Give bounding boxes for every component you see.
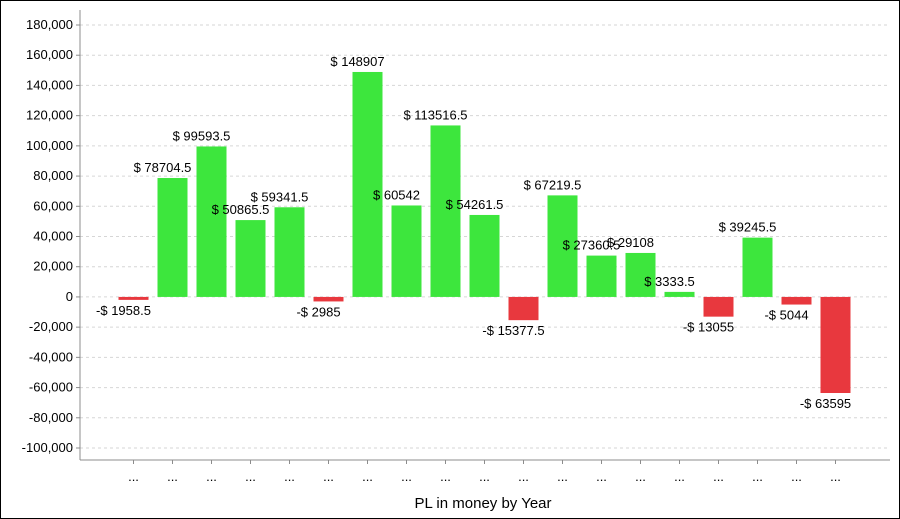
x-tick-label: ... [830,469,841,484]
data-label: -$ 2985 [296,304,340,319]
bars [118,71,851,394]
x-tick-label: ... [752,469,763,484]
bar [430,125,461,297]
x-tick-label: ... [518,469,529,484]
bar [313,296,344,302]
bar [157,178,188,297]
bar [235,220,266,297]
data-label: $ 60542 [373,187,420,202]
x-tick-labels: ........................................… [128,460,841,484]
x-tick-label: ... [284,469,295,484]
y-tick-label: 0 [66,289,73,304]
bar [196,146,227,297]
x-tick-label: ... [635,469,646,484]
x-tick-label: ... [674,469,685,484]
data-label: $ 99593.5 [173,128,231,143]
data-label: $ 39245.5 [719,220,777,235]
data-label: $ 59341.5 [251,189,309,204]
bar [625,252,656,297]
bar [586,255,617,297]
data-label: $ 29108 [607,235,654,250]
y-tick-label: -40,000 [29,349,73,364]
x-tick-label: ... [791,469,802,484]
bar [820,296,851,394]
y-tick-label: -20,000 [29,319,73,334]
y-tick-label: 160,000 [26,47,73,62]
bar [469,214,500,297]
data-labels: -$ 1958.5 $ 78704.5 $ 99593.5 $ 50865.5$ 59… [96,54,851,411]
x-tick-label: ... [479,469,490,484]
bar [391,205,422,297]
x-tick-label: ... [362,469,373,484]
data-label: -$ 1958.5 [96,303,151,318]
data-label: $ 148907 [330,54,384,69]
data-label: -$ 5044 [764,308,808,323]
data-label: -$ 13055 [683,320,734,335]
x-tick-label: ... [557,469,568,484]
x-axis-label: PL in money by Year [414,495,551,512]
data-label: $ 50865.5 [212,202,270,217]
y-tick-label: -60,000 [29,380,73,395]
y-tick-label: -80,000 [29,410,73,425]
x-tick-label: ... [323,469,334,484]
bar [742,237,773,297]
y-tick-label: 120,000 [26,108,73,123]
data-label: -$ 63595 [800,396,851,411]
data-label: $ 113516.5 [403,107,467,122]
y-tick-label: 40,000 [33,229,73,244]
x-tick-label: ... [167,469,178,484]
data-label: $ 3333.5 [644,274,695,289]
bar [547,195,578,297]
y-tick-label: -100,000 [22,440,73,455]
data-label: $ 78704.5 [134,160,192,175]
x-tick-label: ... [401,469,412,484]
x-tick-label: ... [128,469,139,484]
bar [352,71,383,297]
bar [703,296,734,317]
x-tick-label: ... [596,469,607,484]
x-tick-label: ... [245,469,256,484]
data-label: -$ 15377.5 [482,323,544,338]
x-tick-label: ... [440,469,451,484]
bar [274,207,305,297]
data-label: $ 54261.5 [446,197,504,212]
bar [781,296,812,305]
y-tick-label: 100,000 [26,138,73,153]
y-tick-label: 60,000 [33,198,73,213]
data-label: $ 27360.5 [563,238,621,253]
x-tick-label: ... [206,469,217,484]
bar [508,296,539,321]
y-tick-label: 80,000 [33,168,73,183]
bar [118,296,149,300]
y-tick-label: 20,000 [33,259,73,274]
y-tick-label: 140,000 [26,77,73,92]
data-label: $ 67219.5 [524,177,582,192]
x-tick-label: ... [713,469,724,484]
bar [664,291,695,297]
y-axis: 180,000 160,000 140,000 120,000 100,000 80,00… [22,10,890,461]
y-tick-label: 180,000 [26,17,73,32]
